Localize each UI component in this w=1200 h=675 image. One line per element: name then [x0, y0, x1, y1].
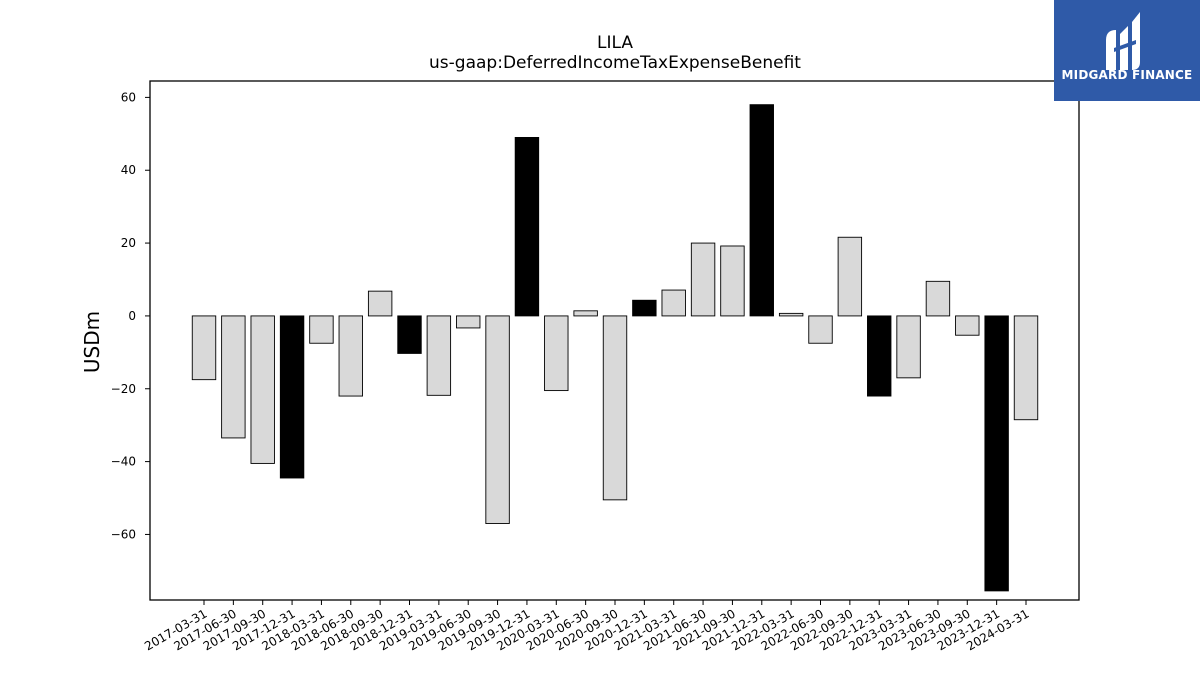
bar-2024-03-31	[1013, 315, 1039, 421]
bar-2018-06-30	[338, 315, 363, 397]
bar-2021-03-31	[661, 289, 686, 317]
bar-2022-09-30	[837, 236, 863, 317]
y-tick-label: 0	[128, 309, 136, 323]
bar-2017-03-31	[191, 315, 217, 381]
bar-2022-03-31	[778, 312, 804, 317]
bar-2021-06-30	[690, 242, 716, 317]
bar-2017-06-30	[221, 315, 246, 439]
bar-2021-12-31	[749, 104, 774, 317]
bars-group	[191, 104, 1039, 592]
bar-2022-12-31	[867, 315, 892, 397]
y-ticks-group: 60 40 20 0 −20 −40 −60	[111, 90, 150, 541]
logo-mark-icon	[1106, 12, 1140, 70]
bar-2022-06-30	[808, 315, 833, 344]
x-ticks-group: 2017-03-312017-06-302017-09-302017-12-31…	[142, 600, 1032, 653]
bar-2019-06-30	[456, 315, 481, 329]
bar-2018-03-31	[309, 315, 334, 344]
chart-title: LILA	[597, 33, 633, 53]
y-tick-label: −40	[111, 455, 136, 469]
bar-2020-03-31	[544, 315, 569, 392]
midgard-finance-logo: MIDGARD FINANCE	[1054, 0, 1200, 101]
plot-frame	[149, 80, 1080, 601]
bar-2021-09-30	[720, 245, 745, 317]
bar-2020-06-30	[573, 310, 598, 317]
bar-2019-12-31	[514, 136, 540, 317]
y-tick-label: 20	[121, 236, 136, 250]
y-axis-label: USDm	[80, 311, 104, 373]
y-tick-label: 60	[121, 90, 136, 104]
bar-2023-09-30	[955, 315, 980, 336]
chart-subtitle: us-gaap:DeferredIncomeTaxExpenseBenefit	[429, 53, 801, 73]
bar-2017-12-31	[279, 315, 305, 479]
bar-2023-06-30	[925, 280, 951, 317]
bar-2023-12-31	[984, 315, 1009, 592]
bar-2017-09-30	[250, 315, 275, 464]
bar-2018-09-30	[367, 290, 393, 317]
bar-2020-09-30	[602, 315, 628, 501]
logo-text: MIDGARD FINANCE	[1061, 68, 1193, 82]
bar-2018-12-31	[397, 315, 422, 354]
y-tick-label: −20	[111, 382, 136, 396]
bar-2020-12-31	[632, 299, 657, 317]
y-tick-label: −60	[111, 527, 136, 541]
y-tick-label: 40	[121, 163, 136, 177]
bar-2019-03-31	[426, 315, 452, 396]
bar-2023-03-31	[896, 315, 921, 379]
bar-2019-09-30	[485, 315, 510, 524]
